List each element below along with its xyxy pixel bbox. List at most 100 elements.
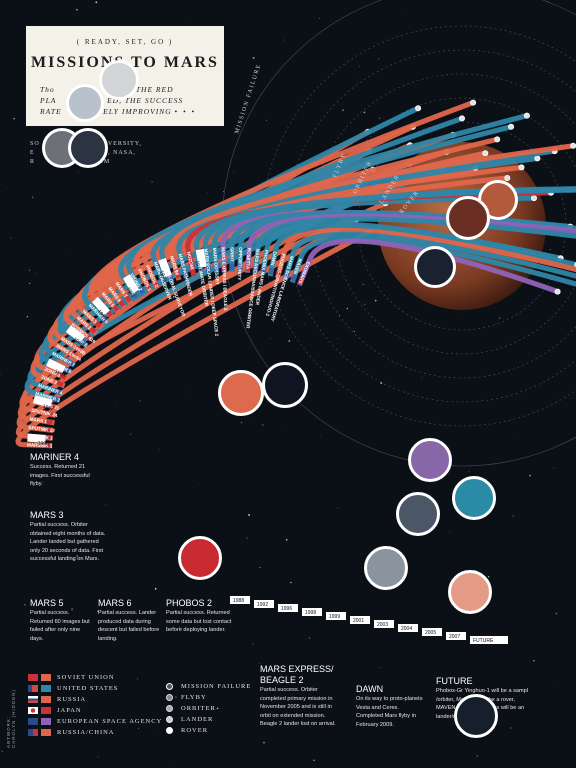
star (288, 340, 291, 342)
mission-arc (244, 213, 576, 273)
overlay-circle-13 (178, 536, 222, 580)
year-marker-box (374, 620, 394, 628)
mission-flag-icon (138, 286, 146, 295)
mission-flag-icon (174, 271, 181, 279)
year-marker-box (398, 624, 418, 632)
failure-dot-icon (166, 683, 173, 690)
overlay-circle-8 (218, 370, 264, 416)
orbit-ring (309, 73, 576, 379)
mission-end-dot (508, 123, 515, 130)
year-marker-box (195, 248, 207, 268)
mission-flag-icon (230, 264, 235, 270)
note-mars6-body: Partial success. Lander produced data du… (98, 610, 160, 642)
mission-flag-icon (44, 434, 51, 440)
mission-flag-icon (84, 332, 92, 340)
year-marker-label: 1971 (125, 286, 136, 299)
star (175, 696, 177, 698)
star (95, 1, 98, 4)
star (290, 581, 292, 584)
deck-line-2a: PLA (40, 96, 57, 105)
star (23, 603, 26, 606)
note-dawn-heading: DAWN (356, 684, 384, 694)
note-mars6-heading: MARS 6 (98, 598, 132, 608)
star (1, 750, 3, 753)
star (207, 192, 208, 193)
star (405, 10, 407, 12)
star (265, 119, 268, 121)
star (114, 404, 116, 406)
mission-flag-icon (53, 388, 61, 395)
mission-label: ZOND 2 (40, 374, 58, 385)
star (97, 610, 99, 612)
mission-end-dot (494, 136, 501, 143)
star (421, 377, 423, 379)
note-phobos2: PHOBOS 2 Partial success. Returned some … (166, 598, 240, 635)
star (252, 643, 254, 645)
overlay-circle-16 (454, 694, 498, 738)
star (136, 678, 139, 680)
star (362, 284, 364, 286)
star (342, 109, 344, 111)
mission-label: MARSNIK 1 (27, 442, 53, 448)
year-marker-label: 1973 (158, 270, 168, 283)
year-marker-label: 2003 (377, 622, 388, 628)
overlay-circle-14 (364, 546, 408, 590)
star (77, 171, 79, 173)
mission-end-dot (534, 155, 541, 162)
mission-flag-icon (51, 395, 59, 402)
year-marker-box (446, 632, 466, 640)
year-marker-label: 1988 (233, 598, 244, 604)
mission-end-dot (531, 195, 538, 202)
note-dawn-body: On its way to proto-planets Vesta and Ce… (356, 696, 423, 728)
star (145, 363, 147, 365)
year-marker-box (32, 395, 53, 408)
flag-swatch-esa (28, 718, 38, 725)
flyby-dot-icon (166, 694, 173, 701)
star (7, 188, 8, 189)
star (139, 400, 141, 402)
overlay-circle-6 (446, 196, 490, 240)
year-marker-box (302, 608, 322, 616)
mission-flag-icon (74, 345, 83, 353)
mission-label: SPUTNIK 22 (28, 425, 55, 433)
star (252, 289, 254, 291)
year-marker-box (27, 433, 46, 443)
mission-flag-icon (66, 358, 74, 366)
star (378, 117, 381, 120)
legend-flyby-label: FLYBY (181, 694, 207, 701)
mission-arc (275, 227, 576, 279)
star (261, 424, 264, 426)
source-5: R (30, 159, 36, 165)
mission-flag-icon (152, 279, 159, 288)
mission-flag-icon (59, 373, 67, 380)
legend-esa: EUROPEAN SPACE AGENCY (28, 716, 162, 727)
star (151, 181, 153, 183)
flag-swatch-russia (28, 696, 38, 703)
star (380, 382, 383, 385)
deck-line-3a: RATE (40, 107, 62, 116)
star (138, 728, 139, 729)
year-marker-label: 2007 (449, 634, 460, 640)
mission-arc (22, 200, 387, 411)
star (232, 170, 234, 172)
mission-arc (296, 238, 559, 295)
year-marker-label: FUTURE (473, 638, 494, 644)
star (351, 294, 352, 296)
star (188, 391, 190, 393)
mission-flag-icon (221, 264, 227, 271)
legend-usa-label: UNITED STATES (57, 685, 119, 692)
star (28, 269, 30, 271)
star (533, 660, 535, 662)
star (258, 662, 260, 665)
mission-arc (15, 229, 371, 449)
star (284, 39, 286, 41)
mission-flag-icon (205, 265, 212, 272)
year-marker-label: 1960 (37, 440, 49, 447)
mission-flag-icon (94, 320, 102, 329)
mission-flag-icon (245, 264, 251, 271)
mission-flag-icon (298, 276, 305, 285)
deck-line-2b: ED, THE SUCCESS (107, 96, 184, 105)
mission-end-dot (518, 164, 525, 171)
